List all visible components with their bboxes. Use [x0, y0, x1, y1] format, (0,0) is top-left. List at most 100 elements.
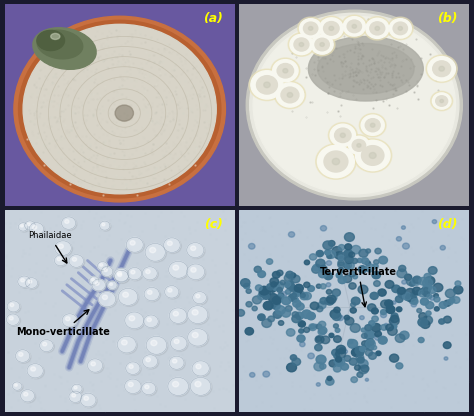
Circle shape: [412, 287, 421, 295]
Circle shape: [327, 250, 336, 258]
Circle shape: [131, 270, 135, 274]
Circle shape: [432, 220, 437, 223]
Circle shape: [248, 243, 255, 249]
Circle shape: [332, 158, 339, 165]
Circle shape: [55, 241, 71, 255]
Circle shape: [426, 302, 434, 309]
Circle shape: [115, 269, 130, 283]
Circle shape: [358, 359, 368, 368]
Circle shape: [100, 221, 110, 230]
Circle shape: [329, 26, 334, 30]
Circle shape: [164, 238, 180, 253]
Circle shape: [252, 306, 257, 311]
Circle shape: [25, 221, 35, 230]
Circle shape: [336, 357, 342, 362]
Circle shape: [20, 225, 23, 227]
Circle shape: [191, 246, 196, 250]
Circle shape: [424, 284, 432, 290]
Circle shape: [366, 249, 371, 253]
Circle shape: [118, 273, 122, 277]
Circle shape: [102, 295, 108, 300]
Circle shape: [355, 365, 360, 370]
Circle shape: [396, 237, 401, 241]
Circle shape: [102, 223, 105, 226]
Circle shape: [351, 348, 361, 357]
Circle shape: [144, 315, 158, 328]
Circle shape: [318, 302, 326, 309]
Circle shape: [365, 261, 371, 265]
Circle shape: [246, 10, 462, 200]
Circle shape: [315, 344, 322, 351]
Circle shape: [258, 271, 265, 277]
Circle shape: [341, 15, 367, 38]
Circle shape: [351, 302, 356, 307]
Circle shape: [318, 329, 326, 335]
Circle shape: [398, 290, 408, 298]
Circle shape: [316, 250, 323, 257]
Circle shape: [29, 223, 44, 235]
Circle shape: [249, 69, 285, 101]
Circle shape: [366, 344, 370, 347]
Circle shape: [428, 267, 437, 274]
Circle shape: [115, 270, 128, 282]
Circle shape: [334, 359, 339, 364]
Circle shape: [30, 224, 45, 236]
Circle shape: [444, 300, 451, 306]
Circle shape: [410, 295, 417, 301]
Circle shape: [10, 303, 14, 307]
Circle shape: [378, 289, 386, 296]
Circle shape: [372, 316, 378, 322]
Circle shape: [323, 241, 333, 250]
Circle shape: [336, 273, 342, 278]
Circle shape: [19, 277, 32, 288]
Circle shape: [173, 265, 179, 270]
Circle shape: [324, 151, 348, 172]
Circle shape: [164, 285, 179, 298]
Circle shape: [319, 270, 327, 278]
Circle shape: [419, 290, 427, 297]
Circle shape: [292, 293, 297, 297]
Circle shape: [327, 376, 332, 381]
Circle shape: [170, 357, 185, 370]
Circle shape: [294, 38, 309, 51]
Text: (c): (c): [204, 218, 223, 231]
Circle shape: [300, 292, 309, 300]
Circle shape: [263, 371, 270, 377]
Circle shape: [116, 271, 129, 283]
Circle shape: [170, 262, 189, 279]
Circle shape: [43, 342, 47, 346]
Circle shape: [300, 19, 322, 38]
Circle shape: [428, 57, 456, 81]
Circle shape: [390, 354, 399, 362]
Circle shape: [18, 276, 31, 287]
Circle shape: [333, 365, 341, 372]
Circle shape: [299, 42, 304, 47]
Circle shape: [291, 273, 296, 277]
Circle shape: [340, 133, 346, 138]
Circle shape: [375, 331, 382, 337]
Circle shape: [335, 358, 345, 366]
Circle shape: [387, 17, 413, 40]
Circle shape: [370, 292, 378, 300]
Circle shape: [14, 383, 23, 391]
Circle shape: [369, 152, 376, 158]
Circle shape: [108, 281, 117, 290]
Circle shape: [317, 306, 323, 312]
Circle shape: [7, 314, 19, 325]
Circle shape: [117, 336, 136, 353]
Circle shape: [188, 306, 208, 324]
Circle shape: [356, 140, 390, 171]
Circle shape: [327, 254, 332, 258]
Circle shape: [20, 390, 35, 402]
Circle shape: [104, 269, 108, 272]
Circle shape: [88, 359, 103, 372]
Circle shape: [411, 302, 417, 307]
Circle shape: [307, 312, 315, 320]
Circle shape: [365, 264, 374, 272]
Circle shape: [332, 312, 341, 320]
Text: Phailaidae: Phailaidae: [27, 231, 72, 263]
Circle shape: [386, 306, 395, 314]
Circle shape: [427, 294, 432, 298]
Circle shape: [101, 266, 113, 277]
Circle shape: [390, 319, 394, 323]
